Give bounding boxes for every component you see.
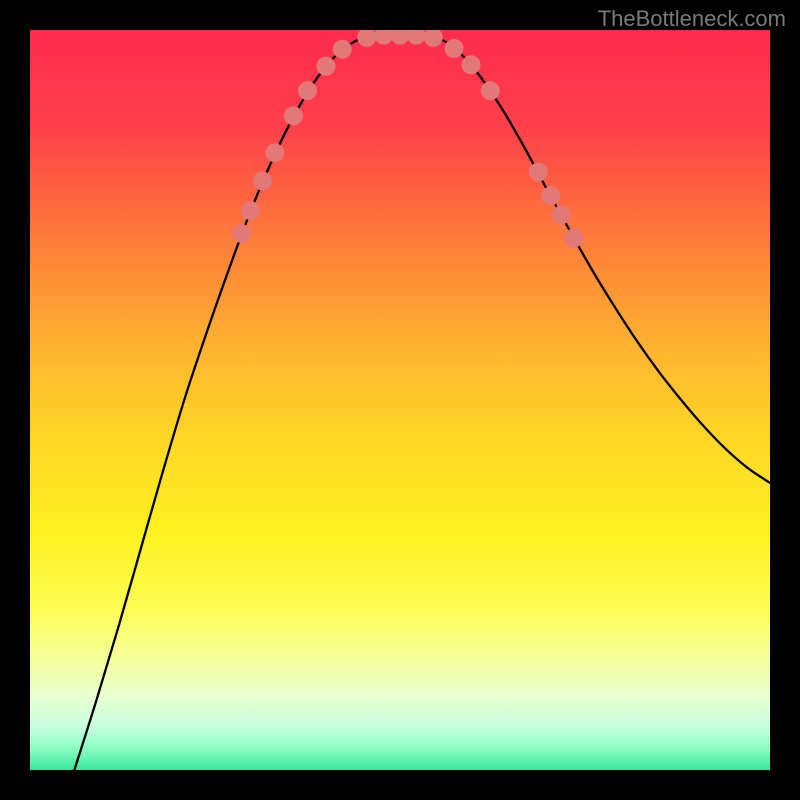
- curve-layer: [30, 30, 770, 770]
- data-marker: [241, 201, 260, 220]
- data-marker: [552, 206, 571, 225]
- data-marker: [391, 30, 410, 45]
- data-marker: [284, 106, 303, 125]
- marker-group: [232, 30, 583, 247]
- data-marker: [333, 40, 352, 59]
- data-marker: [374, 30, 393, 45]
- data-marker: [265, 143, 284, 162]
- data-marker: [564, 228, 583, 247]
- canvas: TheBottleneck.com: [0, 0, 800, 800]
- data-marker: [462, 55, 481, 74]
- data-marker: [445, 39, 464, 58]
- bottleneck-curve: [74, 35, 770, 770]
- data-marker: [529, 163, 548, 182]
- watermark-text: TheBottleneck.com: [598, 6, 786, 32]
- data-marker: [407, 30, 426, 45]
- data-marker: [298, 81, 317, 100]
- data-marker: [232, 224, 251, 243]
- data-marker: [424, 30, 443, 47]
- data-marker: [541, 186, 560, 205]
- plot-area: [30, 30, 770, 770]
- data-marker: [253, 171, 272, 190]
- data-marker: [317, 57, 336, 76]
- data-marker: [357, 30, 376, 47]
- data-marker: [481, 81, 500, 100]
